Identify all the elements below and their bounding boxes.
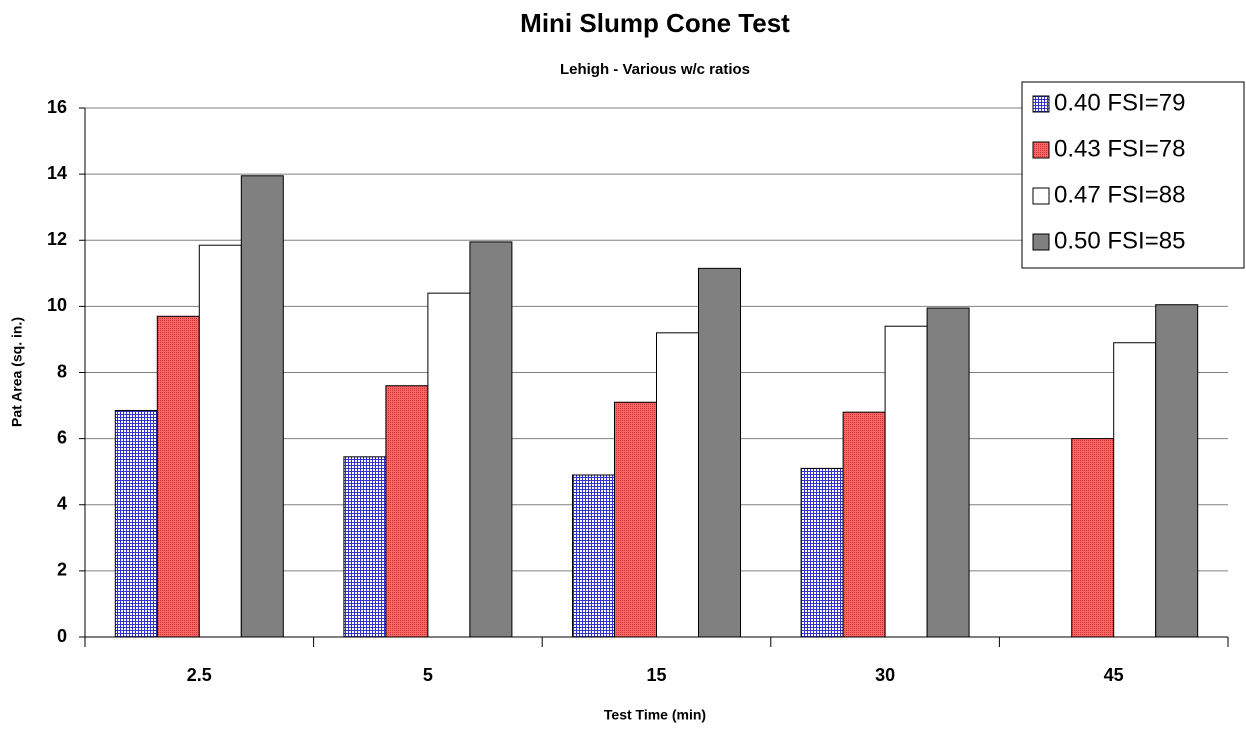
bar <box>656 332 699 638</box>
legend-swatch <box>1032 141 1050 159</box>
legend-label: 0.43 FSI=78 <box>1054 135 1185 162</box>
legend: 0.40 FSI=79 0.43 FSI=78 0.47 FSI=88 0.50 FS… <box>1021 81 1245 269</box>
bar <box>469 241 513 638</box>
x-tick-label: 15 <box>646 665 666 685</box>
bar <box>698 267 741 638</box>
x-tick-label: 5 <box>423 665 433 685</box>
y-tick-label: 0 <box>57 626 67 646</box>
bar <box>114 410 158 638</box>
legend-swatch <box>1032 95 1050 113</box>
bar <box>1071 438 1115 638</box>
x-tick-label: 2.5 <box>187 665 212 685</box>
x-tick-label: 30 <box>875 665 895 685</box>
y-tick-label: 10 <box>47 295 67 315</box>
y-tick-label: 6 <box>57 427 67 447</box>
x-tick-label: 45 <box>1104 665 1124 685</box>
legend-swatch <box>1032 187 1050 205</box>
chart-subtitle: Lehigh - Various w/c ratios <box>560 61 750 78</box>
legend-swatch <box>1032 233 1050 251</box>
bar <box>884 325 928 638</box>
bar <box>1155 304 1199 638</box>
bar <box>156 315 200 638</box>
y-tick-label: 2 <box>57 560 67 580</box>
bar <box>1113 342 1157 638</box>
y-axis-label: Pat Area (sq. in.) <box>9 317 25 427</box>
bar <box>842 411 886 638</box>
bar <box>427 292 471 638</box>
legend-label: 0.40 FSI=79 <box>1054 89 1185 116</box>
bar <box>198 244 242 638</box>
legend-label: 0.50 FSI=85 <box>1054 227 1185 254</box>
y-tick-label: 4 <box>57 494 67 514</box>
bar <box>572 474 615 638</box>
y-tick-label: 16 <box>47 97 67 117</box>
bar <box>343 456 387 638</box>
bar <box>614 401 657 638</box>
bar <box>240 175 284 638</box>
bar <box>385 385 429 638</box>
legend-box <box>1021 81 1245 269</box>
x-axis-label: Test Time (min) <box>604 707 706 723</box>
bar <box>926 307 970 638</box>
y-tick-label: 14 <box>47 163 67 183</box>
y-tick-label: 12 <box>47 229 67 249</box>
bar <box>800 467 844 638</box>
y-tick-label: 8 <box>57 361 67 381</box>
chart-title: Mini Slump Cone Test <box>520 8 790 38</box>
legend-label: 0.47 FSI=88 <box>1054 181 1185 208</box>
